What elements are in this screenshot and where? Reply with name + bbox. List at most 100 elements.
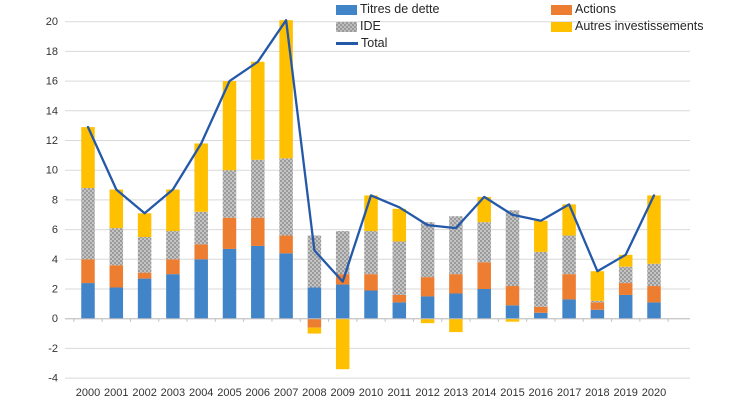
bar-segment-titres-de-dette (420, 296, 435, 319)
bar-segment-autres-investissements (505, 318, 520, 322)
bar-segment-actions (222, 217, 237, 249)
bar-segment-autres-investissements (590, 271, 605, 301)
y-tick-label: -2 (48, 343, 58, 355)
total-line-swatch-icon (336, 42, 358, 45)
x-tick-label: 2017 (557, 387, 581, 399)
bar-segment-actions (81, 259, 95, 284)
bar-segment-ide (307, 235, 322, 288)
x-tick-label: 2003 (161, 387, 185, 399)
bar-segment-titres-de-dette (534, 312, 548, 319)
legend-item-ide[interactable]: IDE (336, 18, 551, 35)
bar-segment-autres-investissements (335, 318, 350, 370)
bar-segment-titres-de-dette (562, 299, 576, 319)
bar-segment-autres-investissements (222, 81, 237, 171)
bar-segment-autres-investissements (279, 20, 293, 159)
bar-segment-ide (420, 222, 435, 278)
y-tick-label: 18 (46, 46, 58, 58)
legend-label: Total (361, 36, 388, 50)
bar-segment-titres-de-dette (449, 293, 463, 319)
total-line-series (86, 19, 656, 283)
bar-segment-titres-de-dette (335, 284, 350, 319)
legend-item-autres-investissements[interactable]: Autres investissements (551, 18, 704, 35)
x-tick-label: 2018 (585, 387, 609, 399)
bar-segment-actions (166, 259, 180, 275)
bar-segment-actions (618, 283, 633, 295)
y-tick-label: 20 (46, 16, 58, 28)
bar-segment-ide (335, 231, 350, 275)
bar-segment-actions (307, 318, 322, 328)
y-tick-label: 8 (52, 194, 58, 206)
bar-segment-ide (590, 300, 605, 303)
legend-row: Titres de dette Actions (336, 1, 704, 18)
x-tick-label: 2010 (359, 387, 383, 399)
x-tick-label: 2002 (132, 387, 156, 399)
bar-segment-titres-de-dette (392, 302, 407, 319)
bar-segment-ide (392, 241, 407, 295)
bar-segment-titres-de-dette (477, 289, 491, 319)
bar-segment-titres-de-dette (505, 305, 520, 319)
bar-segment-titres-de-dette (81, 283, 95, 319)
bar-segment-ide (562, 235, 576, 275)
bar-segment-titres-de-dette (137, 278, 152, 319)
bar-segment-titres-de-dette (364, 290, 378, 319)
bar-segment-ide (194, 211, 208, 245)
legend-item-total[interactable]: Total (336, 35, 551, 52)
bar-segment-actions (194, 244, 208, 260)
bar-segment-actions (251, 217, 265, 246)
bar-segment-titres-de-dette (222, 248, 237, 319)
bar-segment-ide (364, 231, 378, 275)
x-tick-label: 2019 (613, 387, 637, 399)
legend-label: IDE (360, 19, 381, 33)
x-tick-label: 2007 (274, 387, 298, 399)
bar-segment-autres-investissements (307, 327, 322, 334)
x-tick-label: 2011 (387, 387, 411, 399)
bar-segment-titres-de-dette (279, 253, 293, 319)
x-tick-label: 2000 (76, 387, 100, 399)
x-tick-label: 2008 (302, 387, 326, 399)
bar-segment-ide (166, 231, 180, 260)
bar-segment-ide (449, 216, 463, 275)
bar-segment-autres-investissements (166, 189, 180, 232)
x-tick-label: 2001 (104, 387, 128, 399)
bar-segment-ide (137, 237, 152, 273)
bar-segment-autres-investissements (618, 254, 633, 267)
bar-segment-actions (477, 262, 491, 289)
y-tick-label: -4 (48, 373, 58, 385)
actions-swatch-icon (551, 4, 572, 15)
bar-segment-titres-de-dette (251, 245, 265, 319)
x-tick-label: 2016 (529, 387, 553, 399)
bar-segment-autres-investissements (420, 318, 435, 324)
bar-segment-autres-investissements (647, 195, 661, 264)
legend-row: Total (336, 35, 704, 52)
bar-segment-autres-investissements (251, 61, 265, 160)
legend-item-actions[interactable]: Actions (551, 1, 616, 18)
bar-segment-actions (449, 274, 463, 294)
titres-de-dette-swatch-icon (336, 4, 357, 15)
legend-item-titres-de-dette[interactable]: Titres de dette (336, 1, 551, 18)
bar-segment-ide (647, 263, 661, 287)
bar-segment-actions (109, 265, 124, 288)
bar-segment-titres-de-dette (109, 287, 124, 319)
bar-segment-actions (562, 274, 576, 300)
legend-label: Titres de dette (360, 2, 440, 16)
bar-segment-ide (505, 210, 520, 287)
y-tick-label: 10 (46, 165, 58, 177)
bar-segment-autres-investissements (109, 189, 124, 229)
y-tick-label: 6 (52, 224, 58, 236)
x-tick-label: 2005 (217, 387, 241, 399)
bar-segment-autres-investissements (392, 208, 407, 242)
bar-segment-actions (137, 272, 152, 279)
x-tick-label: 2014 (472, 387, 496, 399)
axes (65, 318, 690, 322)
x-tick-label: 2009 (330, 387, 354, 399)
bar-segment-actions (420, 277, 435, 297)
autres-investissements-swatch-icon (551, 21, 572, 32)
bar-segment-ide (251, 159, 265, 218)
y-tick-label: 0 (52, 313, 58, 325)
bar-segment-autres-investissements (449, 318, 463, 333)
legend-row: IDE Autres investissements (336, 18, 704, 35)
bar-segment-titres-de-dette (166, 274, 180, 319)
bar-segment-ide (81, 188, 95, 260)
